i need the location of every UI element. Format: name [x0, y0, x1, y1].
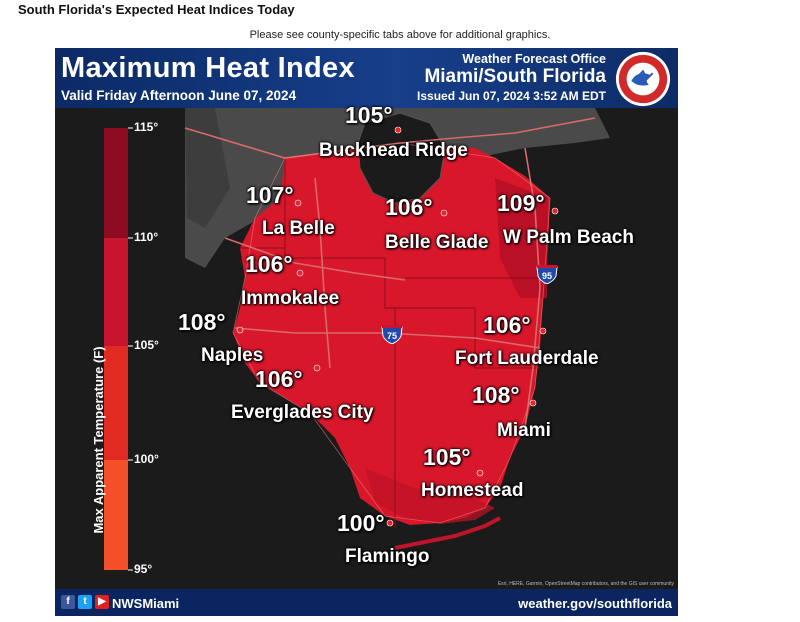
city-naples: Naples: [201, 345, 264, 366]
website-link[interactable]: weather.gov/southflorida: [518, 596, 672, 611]
county-borders: [240, 158, 540, 528]
value-belle-glade: 106°: [385, 194, 433, 220]
i75-shield-icon: 75: [381, 325, 403, 344]
dot-flamingo: [386, 519, 394, 527]
city-dots: [236, 126, 559, 527]
city-fort-lauderdale: Fort Lauderdale: [455, 348, 599, 369]
city-flamingo: Flamingo: [345, 546, 430, 567]
issued-time: Issued Jun 07, 2024 3:52 AM EDT: [417, 89, 606, 103]
header-band: [55, 48, 678, 108]
value-homestead: 105°: [423, 444, 471, 470]
social-handle[interactable]: NWSMiami: [112, 596, 180, 611]
legend-bar: [104, 127, 133, 571]
legend-tick-115: 115°: [134, 120, 159, 134]
lake-okeechobee: [357, 112, 446, 204]
keys: [394, 516, 501, 550]
city-buckhead-ridge: Buckhead Ridge: [319, 140, 468, 161]
value-flamingo: 100°: [337, 510, 385, 536]
value-immokalee: 106°: [245, 251, 293, 277]
dot-naples: [236, 326, 244, 334]
dot-belle-glade: [440, 209, 448, 217]
heat-index-graphic: Maximum Heat Index Valid Friday Afternoo…: [55, 48, 678, 616]
legend-axis-label: Max Apparent Temperature (F): [91, 346, 106, 534]
city-la-belle: La Belle: [262, 218, 335, 239]
facebook-icon[interactable]: f: [61, 595, 75, 609]
city-homestead: Homestead: [421, 480, 524, 501]
dot-buckhead-ridge: [394, 126, 402, 134]
city-w-palm-beach: W Palm Beach: [503, 227, 634, 248]
value-buckhead-ridge: 105°: [345, 102, 393, 128]
legend-tick-100: 100°: [134, 452, 159, 466]
city-immokalee: Immokalee: [241, 288, 340, 309]
legend-segment-100-105: [104, 346, 128, 460]
i95-shield-icon: 95: [536, 265, 558, 284]
legend-tick-110: 110°: [134, 230, 159, 244]
city-everglades-city: Everglades City: [231, 402, 374, 423]
dot-immokalee: [296, 269, 304, 277]
page-heading: South Florida's Expected Heat Indices To…: [18, 2, 295, 17]
legend-tick-105: 105°: [134, 338, 159, 352]
florida-bay: [350, 526, 405, 543]
value-w-palm-beach: 109°: [497, 190, 545, 216]
dot-miami: [529, 399, 537, 407]
dot-la-belle: [294, 199, 302, 207]
dot-homestead: [476, 469, 484, 477]
coast-outline: [232, 142, 551, 524]
value-everglades-city: 106°: [255, 366, 303, 392]
region-label: Miami/South Florida: [424, 66, 606, 87]
dot-fort-lauderdale: [539, 327, 547, 335]
map-credit: Esri, HERE, Garmin, OpenStreetMap contri…: [497, 581, 674, 587]
legend-segment-95-100: [104, 460, 128, 570]
dot-everglades-city: [313, 364, 321, 372]
footer-band: [55, 589, 678, 616]
legend-tick-95: 95°: [134, 562, 153, 576]
nws-logo-icon: [615, 51, 671, 107]
city-belle-glade: Belle Glade: [385, 232, 489, 253]
legend-segment-105-110: [104, 238, 128, 346]
city-miami: Miami: [497, 420, 551, 441]
value-naples: 108°: [178, 309, 226, 335]
heat-south-dark: [365, 468, 495, 524]
value-miami: 108°: [472, 382, 520, 408]
office-label: Weather Forecast Office: [462, 52, 606, 66]
value-la-belle: 107°: [246, 182, 294, 208]
i95-shield-label: 95: [542, 271, 552, 281]
value-fort-lauderdale: 106°: [483, 312, 531, 338]
graphic-title: Maximum Heat Index: [61, 52, 355, 84]
valid-time: Valid Friday Afternoon June 07, 2024: [61, 88, 297, 103]
page-note: Please see county-specific tabs above fo…: [249, 29, 551, 41]
i75-shield-label: 75: [387, 331, 397, 341]
twitter-icon[interactable]: t: [78, 595, 92, 609]
legend-segment-110-115: [104, 128, 128, 238]
dot-w-palm-beach: [551, 207, 559, 215]
land-north: [185, 108, 610, 268]
youtube-icon[interactable]: ▶: [95, 595, 109, 609]
